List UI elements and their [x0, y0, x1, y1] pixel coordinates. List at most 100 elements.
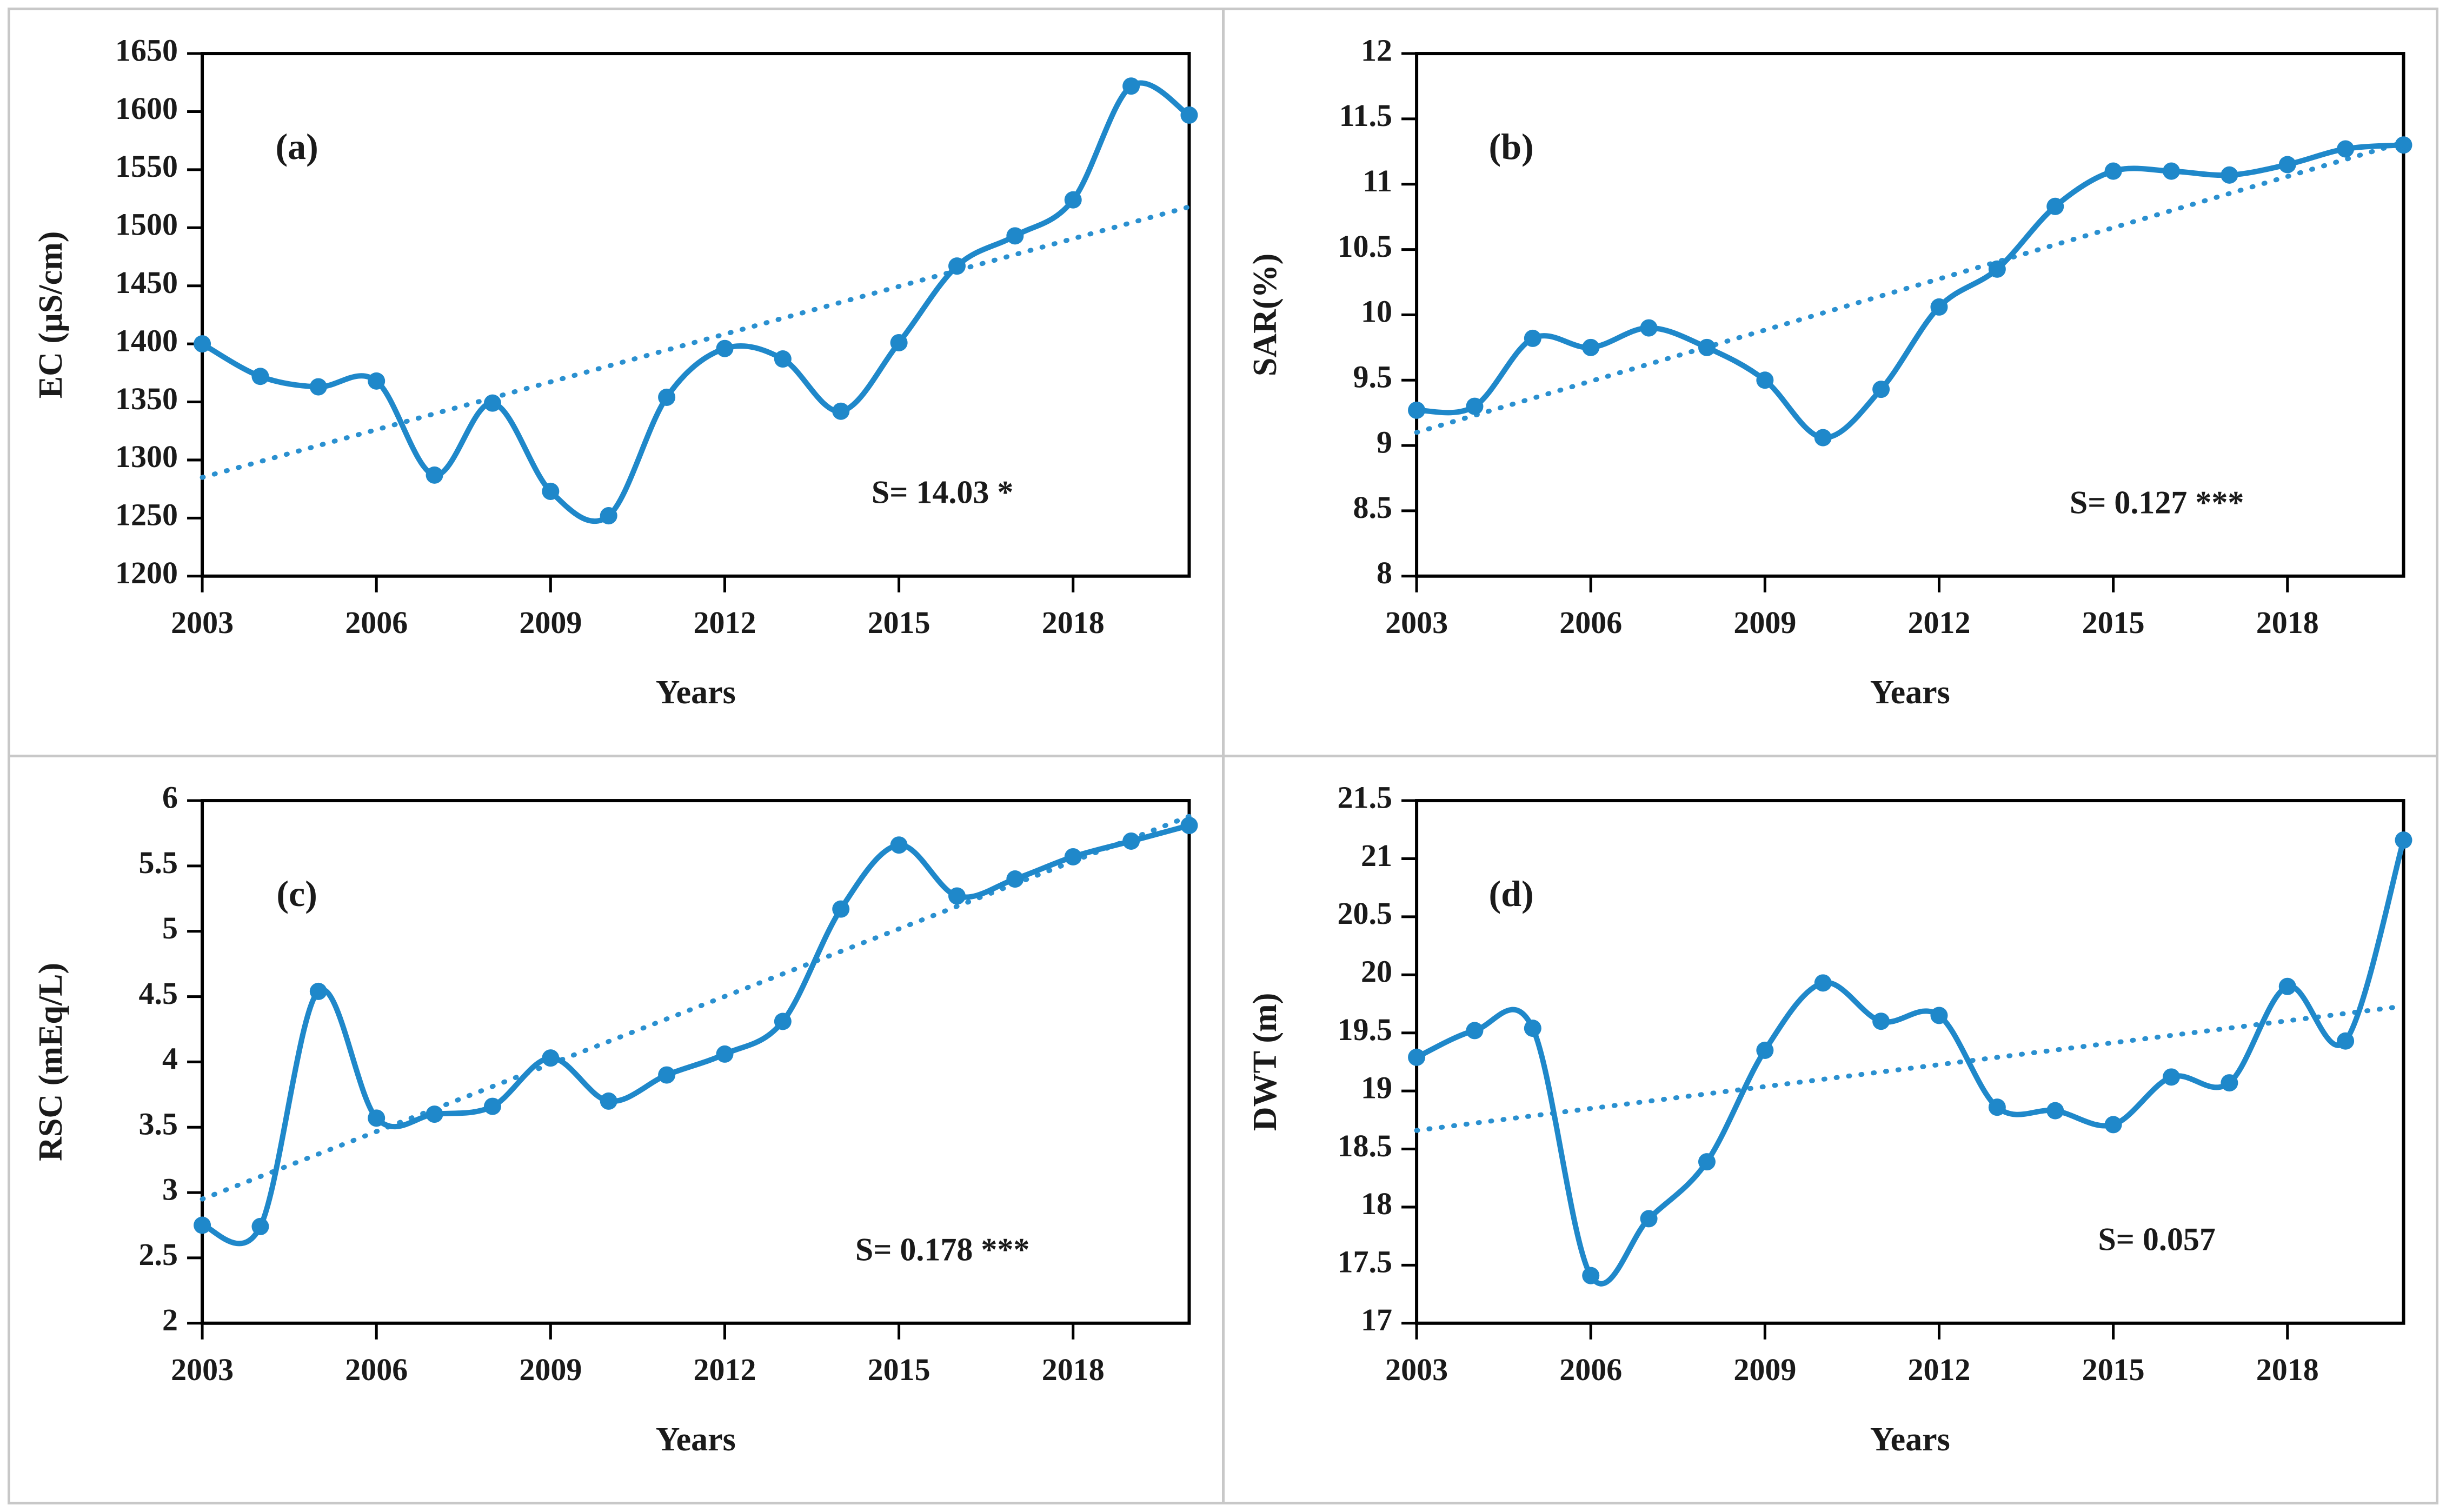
data-point [1180, 816, 1198, 834]
data-points [194, 816, 1198, 1235]
data-point [1581, 338, 1599, 356]
data-point [890, 334, 908, 351]
trend-line [200, 814, 1192, 1202]
data-point [1407, 1048, 1425, 1066]
y-tick-label: 1450 [115, 265, 178, 300]
data-point [1988, 260, 2006, 278]
y-tick-label: 4 [162, 1041, 178, 1076]
y-axis-title: EC (µS/cm) [32, 231, 69, 399]
data-point [1640, 1210, 1658, 1228]
data-point [1524, 1020, 1541, 1037]
y-tick-label: 5 [162, 910, 178, 945]
x-axis-title: Years [1870, 674, 1950, 711]
trend-line [200, 204, 1192, 480]
data-point [832, 402, 850, 420]
y-tick-label: 2 [162, 1302, 178, 1337]
y-tick-label: 21.5 [1337, 780, 1392, 815]
data-point [2046, 197, 2064, 215]
y-tick-label: 18.5 [1337, 1128, 1392, 1163]
panel-c-rsc-chart: 2 2.5 3 3.5 4 4.5 5 5.5 6 2003 2006 2009 2012 2015 201… [10, 757, 1222, 1502]
data-point [251, 368, 269, 385]
x-tick-label: 2015 [868, 605, 930, 640]
data-point [1581, 1267, 1599, 1284]
x-tick-label: 2003 [1385, 1352, 1448, 1387]
data-point [1122, 832, 1140, 850]
data-point [1122, 77, 1140, 95]
y-tick-label: 1550 [115, 149, 178, 184]
series-line [1413, 142, 2406, 441]
data-point [948, 887, 966, 905]
data-point [2046, 1102, 2064, 1120]
data-points [1407, 831, 2412, 1284]
data-point [1988, 1098, 2006, 1116]
x-tick-label: 2015 [2082, 1352, 2144, 1387]
data-point [483, 1097, 501, 1115]
data-point [1756, 371, 1773, 389]
data-point [658, 388, 676, 406]
data-point [2162, 1068, 2180, 1086]
y-tick-label: 19.5 [1337, 1012, 1392, 1047]
data-point [309, 982, 327, 1000]
trend-line [1414, 139, 2406, 435]
x-tick-label: 2018 [2256, 605, 2318, 640]
y-tick-label: 10 [1361, 294, 1392, 329]
four-panel-trend-figure: 1200 1250 1300 1350 1400 1450 1500 1550 1600 1650… [8, 8, 2438, 1504]
x-tick-label: 2012 [1907, 605, 1970, 640]
data-point [2336, 1032, 2354, 1050]
data-point [1640, 319, 1658, 337]
data-point [542, 482, 560, 500]
data-point [368, 1109, 385, 1127]
x-tick-label: 2012 [693, 1352, 756, 1387]
y-tick-label: 2.5 [139, 1237, 178, 1272]
y-axis-ticks: 17 17.5 18 18.5 19 19.5 20 20.5 21 21.5 [1337, 780, 1417, 1337]
plot-border [1414, 799, 2405, 1325]
data-point [1814, 974, 1832, 992]
x-tick-label: 2009 [519, 1352, 582, 1387]
data-point [1006, 227, 1024, 245]
data-point [2394, 831, 2412, 849]
data-point [2104, 162, 2122, 180]
panel-letter: (b) [1488, 126, 1533, 167]
data-point [1872, 381, 1890, 398]
y-axis-ticks: 8 8.5 9 9.5 10 10.5 11 11.5 12 [1337, 32, 1417, 590]
y-tick-label: 3.5 [139, 1107, 178, 1142]
y-tick-label: 20.5 [1337, 896, 1392, 931]
x-axis-ticks: 2003 2006 2009 2012 2015 2018 [171, 576, 1105, 640]
data-point [1180, 106, 1198, 124]
series-line [1413, 837, 2406, 1287]
x-tick-label: 2015 [868, 1352, 930, 1387]
data-point [2336, 140, 2354, 158]
y-tick-label: 1250 [115, 497, 178, 532]
panel-d-dwt-chart: 17 17.5 18 18.5 19 19.5 20 20.5 21 21.5 2003 2006 20… [1224, 757, 2436, 1502]
plot-border [1414, 52, 2405, 578]
x-axis-ticks: 2003 2006 2009 2012 2015 2018 [171, 1323, 1105, 1387]
data-point [1698, 338, 1716, 356]
y-tick-label: 9 [1377, 424, 1392, 459]
y-axis-title: DWT (m) [1247, 993, 1284, 1131]
slope-annotation: S= 14.03 * [872, 474, 1014, 510]
x-tick-label: 2012 [693, 605, 756, 640]
data-point [1407, 401, 1425, 419]
x-axis-title: Years [1870, 1421, 1950, 1458]
y-tick-label: 4.5 [139, 976, 178, 1011]
y-tick-label: 1650 [115, 32, 178, 68]
data-point [600, 1092, 617, 1110]
y-tick-label: 3 [162, 1171, 178, 1207]
y-tick-label: 10.5 [1337, 229, 1392, 264]
y-tick-label: 8 [1377, 555, 1392, 590]
data-point [2278, 156, 2296, 174]
series-line [200, 822, 1192, 1247]
slope-annotation: S= 0.127 *** [2069, 485, 2244, 521]
x-axis-ticks: 2003 2006 2009 2012 2015 2018 [1385, 1323, 2318, 1387]
plot-border [201, 799, 1191, 1325]
x-tick-label: 2003 [1385, 605, 1448, 640]
y-tick-label: 1200 [115, 555, 178, 590]
x-axis-ticks: 2003 2006 2009 2012 2015 2018 [1385, 576, 2318, 640]
data-point [1064, 848, 1082, 865]
data-point [948, 257, 966, 275]
data-point [426, 1105, 443, 1123]
y-tick-label: 12 [1361, 32, 1392, 68]
y-tick-label: 20 [1361, 954, 1392, 989]
data-point [1872, 1013, 1890, 1030]
y-axis-ticks: 2 2.5 3 3.5 4 4.5 5 5.5 6 [139, 780, 203, 1337]
